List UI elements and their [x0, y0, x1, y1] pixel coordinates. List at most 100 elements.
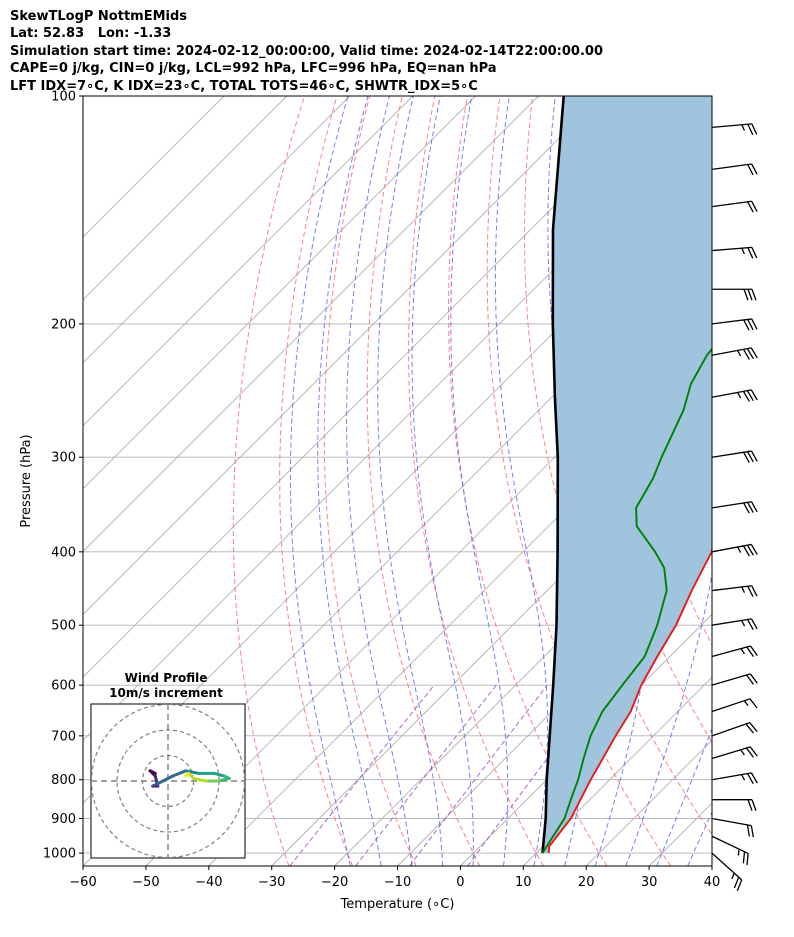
y-tick-label: 800 — [51, 773, 76, 788]
y-tick-label: 200 — [51, 317, 76, 332]
dewpoint-line — [541, 347, 712, 854]
wind-barb — [712, 288, 757, 301]
isotherm-line — [83, 96, 414, 427]
moist-adiabat — [346, 96, 413, 866]
wind-barb — [711, 347, 758, 360]
header-times: Simulation start time: 2024-02-12_00:00:… — [10, 43, 603, 59]
wind-barb — [711, 772, 758, 785]
x-tick-label: −60 — [69, 875, 96, 890]
dry-adiabat — [279, 96, 353, 866]
dry-adiabat — [761, 96, 794, 866]
hodograph-segment — [184, 771, 190, 778]
temperature-line — [547, 546, 712, 854]
y-tick-label: 100 — [51, 90, 76, 105]
mixing-ratio-line — [409, 684, 548, 866]
wind-barb — [712, 799, 757, 811]
header-location: Lat: 52.83 Lon: -1.33 — [10, 26, 172, 42]
x-tick-label: −40 — [195, 875, 222, 890]
wind-barb — [711, 835, 749, 866]
x-tick-label: 0 — [456, 875, 464, 890]
y-tick-label: 600 — [51, 679, 76, 694]
dry-adiabat — [366, 96, 481, 866]
wind-barb — [711, 645, 758, 658]
wind-barb — [711, 746, 758, 760]
y-axis-label: Pressure (hPa) — [19, 434, 34, 527]
header-title: SkewTLogP NottmEMids — [10, 9, 188, 24]
chart-header: SkewTLogP NottmEMids Lat: 52.83 Lon: -1.… — [10, 8, 603, 95]
dry-adiabat — [447, 96, 608, 866]
wind-barb — [711, 673, 758, 686]
isotherm-line — [83, 96, 602, 616]
wind-barb — [711, 852, 743, 891]
hodograph-plot — [91, 704, 245, 858]
wind-barb — [711, 163, 758, 176]
hodograph-segment — [171, 769, 188, 778]
isotherm-line — [83, 96, 288, 301]
y-tick-label: 300 — [51, 451, 76, 466]
parcel-profile-line — [541, 96, 565, 854]
hodograph-segment — [217, 776, 231, 783]
wind-barb — [711, 698, 758, 713]
wind-barb — [711, 817, 754, 838]
isotherm-line — [83, 96, 351, 364]
moist-adiabat — [656, 727, 712, 866]
x-tick-label: −20 — [321, 875, 348, 890]
dry-adiabat — [408, 96, 544, 866]
isotherm-line — [522, 676, 712, 866]
wind-barbs — [711, 123, 758, 891]
mixing-ratio-line — [355, 684, 497, 866]
x-tick-label: −10 — [384, 875, 411, 890]
moist-adiabat — [377, 96, 444, 866]
wind-barb — [711, 721, 758, 737]
y-tick-label: 500 — [51, 619, 76, 634]
y-tick-label: 700 — [51, 729, 76, 744]
x-tick-label: 40 — [704, 875, 721, 890]
hodograph-subtitle: 10m/s increment — [109, 686, 223, 700]
y-tick-label: 400 — [51, 545, 76, 560]
cape-fill-area — [542, 96, 712, 854]
wind-barb — [711, 200, 758, 213]
hodograph-segment — [184, 769, 201, 775]
header-indices-1: CAPE=0 j/kg, CIN=0 j/kg, LCL=992 hPa, LF… — [10, 61, 497, 77]
hodograph-segment — [192, 776, 208, 783]
mixing-ratio-line — [289, 684, 435, 866]
x-tick-label: −30 — [258, 875, 285, 890]
y-tick-label: 1000 — [43, 847, 76, 862]
moist-adiabat — [290, 96, 351, 866]
wind-barb — [711, 246, 758, 259]
moist-adiabat — [494, 96, 549, 866]
hodograph-segment — [156, 774, 175, 786]
isotherm-line — [334, 487, 712, 866]
x-axis-label: Temperature (∘C) — [340, 897, 455, 912]
x-tick-label: 10 — [515, 875, 532, 890]
wind-barb — [711, 543, 758, 557]
isotherm-line — [83, 96, 476, 490]
dry-adiabat — [232, 96, 305, 866]
moist-adiabat — [317, 96, 382, 866]
wind-barb — [711, 618, 758, 631]
moist-adiabat — [411, 96, 474, 866]
wind-barb — [711, 450, 758, 463]
moist-adiabat — [625, 96, 712, 866]
x-tick-label: 30 — [641, 875, 658, 890]
y-tick-label: 900 — [51, 812, 76, 827]
wind-barb — [711, 123, 758, 136]
wind-barb — [711, 585, 758, 597]
wind-barb — [711, 501, 758, 514]
hodograph-segment — [212, 771, 226, 778]
cin-cape-fill — [542, 96, 712, 854]
isotherm-line — [83, 96, 225, 238]
hodograph-title: Wind Profile — [125, 671, 208, 685]
x-tick-label: −50 — [132, 875, 159, 890]
dry-adiabat — [524, 96, 712, 836]
wind-barb — [711, 318, 758, 331]
isotherm-line — [271, 425, 712, 866]
moist-adiabat — [450, 96, 509, 866]
header-indices-2: LFT IDX=7∘C, K IDX=23∘C, TOTAL TOTS=46∘C… — [10, 78, 478, 94]
wind-barb — [711, 389, 758, 402]
dry-adiabat — [323, 96, 417, 866]
isotherm-line — [397, 550, 712, 866]
